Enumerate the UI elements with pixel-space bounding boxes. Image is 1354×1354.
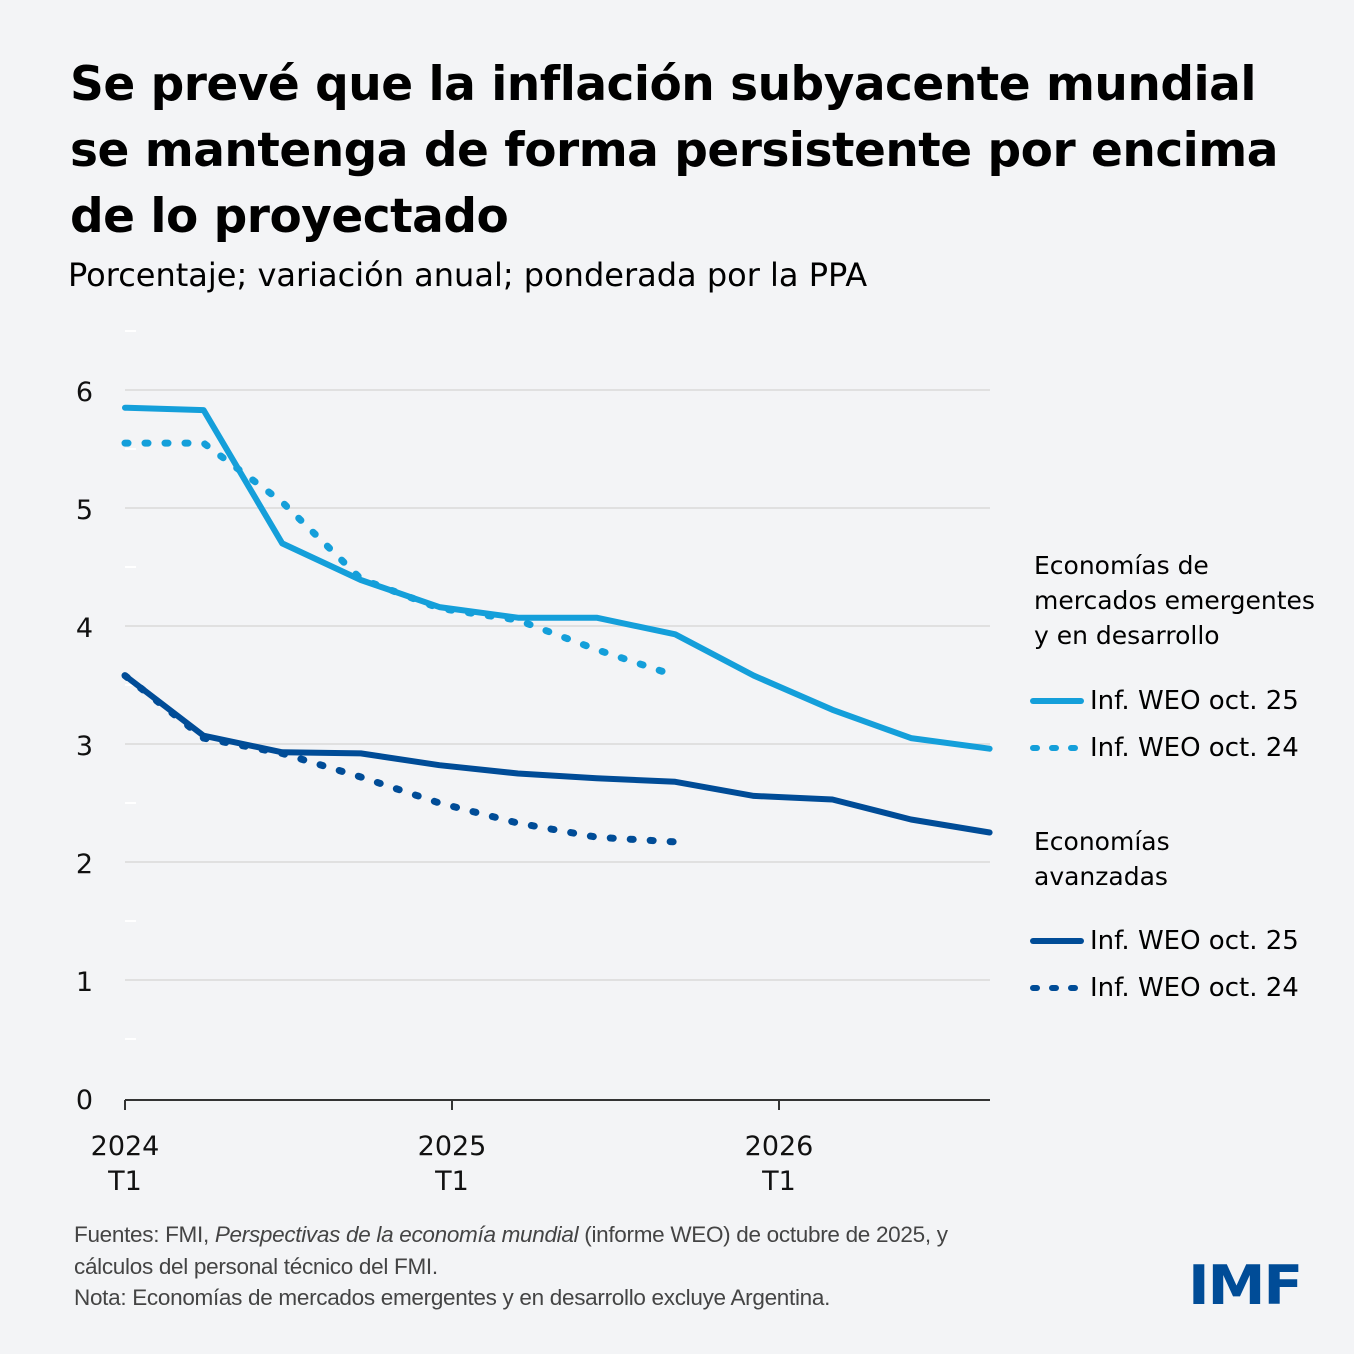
- x-tick-label-quarter: T1: [434, 1166, 469, 1197]
- legend-label: Inf. WEO oct. 24: [1090, 733, 1299, 763]
- x-tick-label-year: 2025: [418, 1131, 487, 1162]
- dotted-line-swatch-icon: [1030, 745, 1084, 751]
- x-tick-label-quarter: T1: [761, 1166, 796, 1197]
- y-tick-label: 3: [76, 731, 93, 762]
- footnote: Nota: Economías de mercados emergentes y…: [74, 1285, 831, 1310]
- series-line-advanced-dotted: [121, 672, 679, 846]
- legend-item-advanced-oct25: Inf. WEO oct. 25: [1030, 926, 1299, 956]
- gridlines: [125, 330, 990, 1040]
- solid-line-swatch-icon: [1030, 698, 1084, 704]
- legend-heading-line: y en desarrollo: [1034, 621, 1220, 650]
- legend-item-advanced-oct24: Inf. WEO oct. 24: [1030, 973, 1299, 1003]
- chart-subtitle: Porcentaje; variación anual; ponderada p…: [68, 256, 868, 294]
- chart-title: Se prevé que la inflación subyacente mun…: [70, 57, 1278, 244]
- legend-heading-line: avanzadas: [1034, 862, 1168, 891]
- x-axis: 2024 T1 2025 T1 2026 T1: [91, 1099, 990, 1197]
- y-tick-label: 1: [76, 967, 93, 998]
- legend-heading-line: Economías de: [1034, 551, 1209, 580]
- y-tick-label: 0: [76, 1085, 93, 1116]
- legend-heading-advanced: Economías avanzadas: [1034, 824, 1170, 894]
- x-tick-label-quarter: T1: [107, 1166, 142, 1197]
- legend-heading-line: Economías: [1034, 827, 1170, 856]
- y-tick-label: 4: [76, 613, 93, 644]
- x-tick-label-year: 2026: [745, 1131, 814, 1162]
- series-line-emde-solid: [122, 404, 993, 752]
- legend-heading-emde: Economías de mercados emergentes y en de…: [1034, 548, 1315, 653]
- legend-item-emde-oct24: Inf. WEO oct. 24: [1030, 733, 1299, 763]
- series-line-emde-dotted: [121, 439, 679, 680]
- sources-note-line2: cálculos del personal técnico del FMI.: [74, 1253, 438, 1279]
- legend-label: Inf. WEO oct. 25: [1090, 686, 1299, 716]
- y-axis: 0 1 2 3 4 5 6: [76, 377, 93, 1116]
- y-tick-label: 6: [76, 377, 93, 408]
- y-tick-label: 5: [76, 495, 93, 526]
- sources-note: Fuentes: FMI, Perspectivas de la economí…: [74, 1222, 948, 1247]
- series-lines: [121, 404, 993, 846]
- y-tick-label: 2: [76, 849, 93, 880]
- solid-line-swatch-icon: [1030, 938, 1084, 944]
- legend-label: Inf. WEO oct. 25: [1090, 926, 1299, 956]
- series-line-advanced-solid: [122, 672, 993, 836]
- x-tick-label-year: 2024: [91, 1131, 160, 1162]
- legend-heading-line: mercados emergentes: [1034, 586, 1315, 615]
- legend-group-advanced: Economías avanzadas Inf. WEO oct. 25 Inf…: [1030, 824, 1299, 1003]
- chart-footer: Fuentes: FMI, Perspectivas de la economí…: [74, 1219, 948, 1314]
- legend-item-emde-oct25: Inf. WEO oct. 25: [1030, 686, 1299, 716]
- publication-title: Perspectivas de la economía mundial: [214, 1222, 579, 1247]
- legend-group-emde: Economías de mercados emergentes y en de…: [1030, 548, 1315, 763]
- imf-logo: IMF: [1188, 1254, 1303, 1317]
- dotted-line-swatch-icon: [1030, 985, 1084, 991]
- legend-label: Inf. WEO oct. 24: [1090, 973, 1299, 1003]
